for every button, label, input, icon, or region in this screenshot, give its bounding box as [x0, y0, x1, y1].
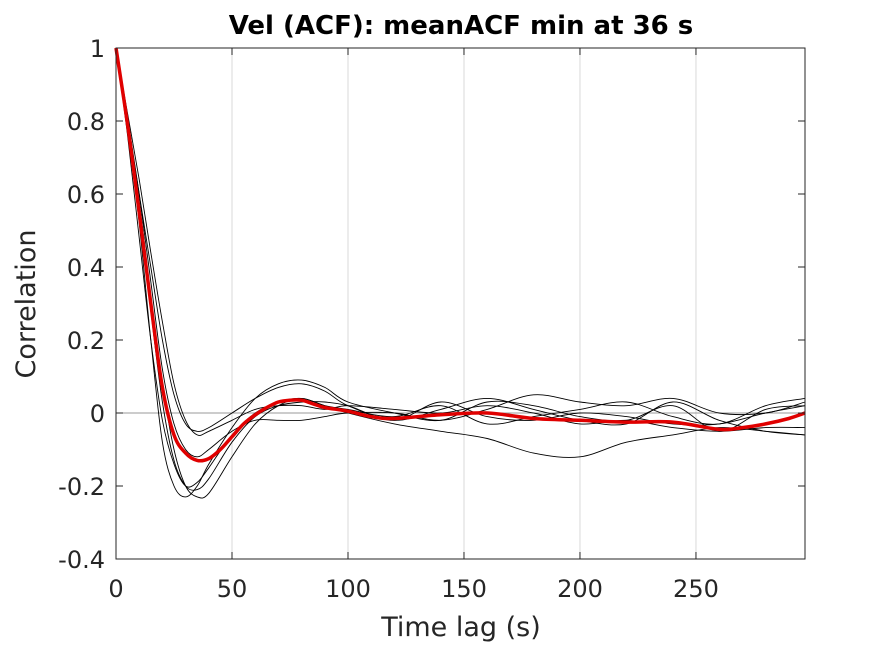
- y-tick-label: 0.4: [67, 254, 105, 282]
- x-tick-label: 250: [673, 575, 719, 603]
- y-axis-label: Correlation: [11, 230, 42, 379]
- series-layer: [114, 47, 806, 499]
- x-axis-ticks: 0 50 100 150 200 250: [108, 48, 719, 603]
- plot-frame: [115, 47, 806, 560]
- x-tick-label: 0: [108, 575, 123, 603]
- y-tick-label: 1: [90, 35, 105, 63]
- x-tick-label: 200: [557, 575, 603, 603]
- x-tick-label: 100: [325, 575, 371, 603]
- y-tick-label: 0: [90, 400, 105, 428]
- mean-acf-line: [114, 47, 806, 463]
- y-tick-label: 0.8: [67, 108, 105, 136]
- y-tick-label: -0.2: [58, 473, 105, 501]
- grid-lines: [231, 48, 697, 559]
- y-tick-label: 0.6: [67, 181, 105, 209]
- acf-line-6: [115, 47, 806, 491]
- x-tick-label: 50: [217, 575, 248, 603]
- x-tick-label: 150: [441, 575, 487, 603]
- chart-title: Vel (ACF): meanACF min at 36 s: [229, 11, 694, 41]
- y-tick-label: 0.2: [67, 327, 105, 355]
- y-axis-ticks: 1 0.8 0.6 0.4 0.2 0 -0.2 -0.4: [58, 35, 805, 574]
- x-axis-label: Time lag (s): [380, 612, 541, 643]
- acf-line-7: [115, 47, 806, 458]
- acf-line-3: [115, 47, 806, 436]
- y-tick-label: -0.4: [58, 546, 105, 574]
- acf-line-4: [115, 47, 806, 436]
